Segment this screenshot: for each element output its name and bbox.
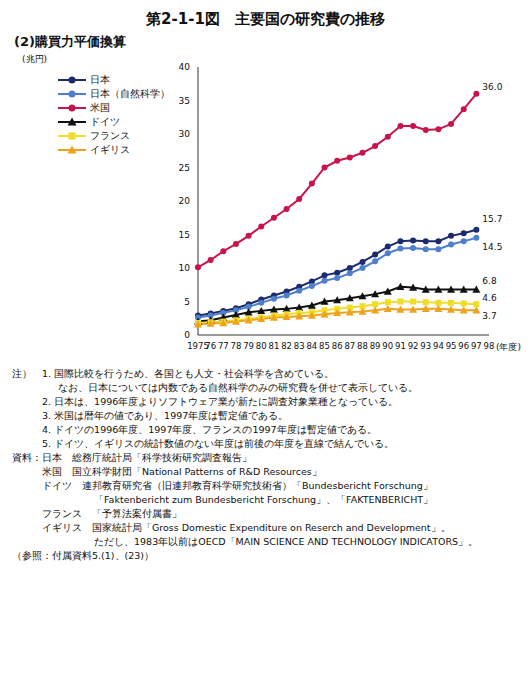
html-text:(兆円): (兆円)	[22, 54, 47, 64]
html-text:2. 日本は、1996年度よりソフトウェア業が新たに調査対象: 2. 日本は、1996年度よりソフトウェア業が新たに調査対象業種となっている。	[42, 396, 399, 407]
svg-text:15.7: 15.7	[482, 214, 502, 224]
svg-text:79: 79	[243, 341, 254, 351]
html-text:(年度): (年度)	[496, 342, 521, 352]
svg-text:0: 0	[184, 330, 190, 340]
html-text:ただし、1983年以前はOECD「MAIN SCIENCE: ただし、1983年以前はOECD「MAIN SCIENCE AND TECHNO…	[94, 536, 478, 547]
svg-text:85: 85	[319, 341, 330, 351]
svg-text:35: 35	[179, 96, 190, 106]
html-text:3. 米国は暦年の値であり、1997年度は暫定値である。: 3. 米国は暦年の値であり、1997年度は暫定値である。	[42, 410, 289, 421]
svg-text:77: 77	[218, 341, 229, 351]
html-text:フランス 「予算法案付属書」: フランス 「予算法案付属書」	[42, 508, 182, 519]
svg-text:92: 92	[408, 341, 419, 351]
svg-text:76: 76	[205, 341, 216, 351]
svg-text:4.6: 4.6	[482, 293, 497, 303]
svg-text:83: 83	[294, 341, 305, 351]
html-text:資料：日本 総務庁統計局「科学技術研究調査報告」: 資料：日本 総務庁統計局「科学技術研究調査報告」	[12, 452, 252, 463]
svg-text:96: 96	[458, 341, 469, 351]
svg-text:1975: 1975	[187, 341, 209, 351]
svg-text:97: 97	[471, 341, 482, 351]
svg-text:81: 81	[268, 341, 279, 351]
html-text:注）: 注）	[12, 368, 32, 379]
svg-text:80: 80	[256, 341, 267, 351]
html-text:イギリス 国家統計局「Gross Domestic Expe: イギリス 国家統計局「Gross Domestic Expenditure on…	[42, 522, 451, 533]
html-text:5. ドイツ、イギリスの統計数値のない年度は前後の年度を直線: 5. ドイツ、イギリスの統計数値のない年度は前後の年度を直線で結んでいる。	[42, 438, 395, 449]
svg-text:30: 30	[179, 129, 191, 139]
html-text:イギリス: イギリス	[90, 144, 130, 155]
svg-text:93: 93	[420, 341, 431, 351]
html-text:米国 国立科学財団「National Patterns of: 米国 国立科学財団「National Patterns of R&D Resou…	[42, 466, 322, 477]
html-text:ドイツ 連邦教育研究省（旧連邦教育科学研究技術省）「Bund: ドイツ 連邦教育研究省（旧連邦教育科学研究技術省）「Bundesbericht …	[42, 480, 433, 491]
svg-text:10: 10	[179, 263, 191, 273]
svg-text:91: 91	[395, 341, 406, 351]
svg-text:20: 20	[179, 196, 191, 206]
svg-text:25: 25	[179, 163, 190, 173]
svg-text:89: 89	[370, 341, 381, 351]
svg-text:82: 82	[281, 341, 292, 351]
html-text:フランス: フランス	[90, 130, 130, 141]
html-text:日本: 日本	[90, 74, 110, 85]
svg-text:90: 90	[382, 341, 393, 351]
svg-text:6.8: 6.8	[482, 276, 497, 286]
svg-text:88: 88	[357, 341, 368, 351]
svg-text:36.0: 36.0	[482, 82, 502, 92]
html-text:（参照：付属資料5.(1)、(23)）: （参照：付属資料5.(1)、(23)）	[12, 550, 154, 561]
svg-text:5: 5	[184, 297, 190, 307]
svg-text:15: 15	[179, 230, 190, 240]
svg-text:84: 84	[306, 341, 317, 351]
html-text:(2)購買力平価換算: (2)購買力平価換算	[14, 34, 126, 49]
html-text:第2-1-1図 主要国の研究費の推移: 第2-1-1図 主要国の研究費の推移	[146, 10, 385, 28]
html-text:ドイツ: ドイツ	[90, 116, 120, 127]
svg-text:3.7: 3.7	[482, 311, 496, 321]
svg-text:94: 94	[433, 341, 444, 351]
html-text:日本（自然科学）: 日本（自然科学）	[90, 88, 170, 99]
svg-text:14.5: 14.5	[482, 242, 502, 252]
svg-text:40: 40	[179, 62, 191, 72]
svg-text:95: 95	[446, 341, 457, 351]
html-text:「Faktenbericht zum Bundesberic: 「Faktenbericht zum Bundesbericht Forschu…	[94, 494, 434, 505]
html-text:4. ドイツの1996年度、1997年度、フランスの1997: 4. ドイツの1996年度、1997年度、フランスの1997年度は暫定値である。	[42, 424, 377, 435]
svg-text:86: 86	[332, 341, 343, 351]
svg-text:78: 78	[231, 341, 242, 351]
svg-text:87: 87	[344, 341, 355, 351]
html-text:なお、日本については内数である自然科学のみの研究費を併せて表: なお、日本については内数である自然科学のみの研究費を併せて表示している。	[58, 382, 418, 393]
html-text:1. 国際比較を行うため、各国とも人文・社会科学を含めている: 1. 国際比較を行うため、各国とも人文・社会科学を含めている。	[42, 368, 335, 379]
svg-text:98: 98	[484, 341, 495, 351]
html-text:米国: 米国	[90, 102, 110, 113]
